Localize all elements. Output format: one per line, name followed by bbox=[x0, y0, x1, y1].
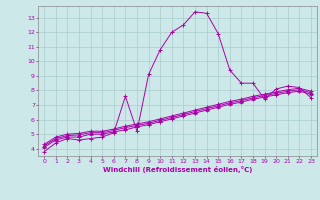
X-axis label: Windchill (Refroidissement éolien,°C): Windchill (Refroidissement éolien,°C) bbox=[103, 166, 252, 173]
